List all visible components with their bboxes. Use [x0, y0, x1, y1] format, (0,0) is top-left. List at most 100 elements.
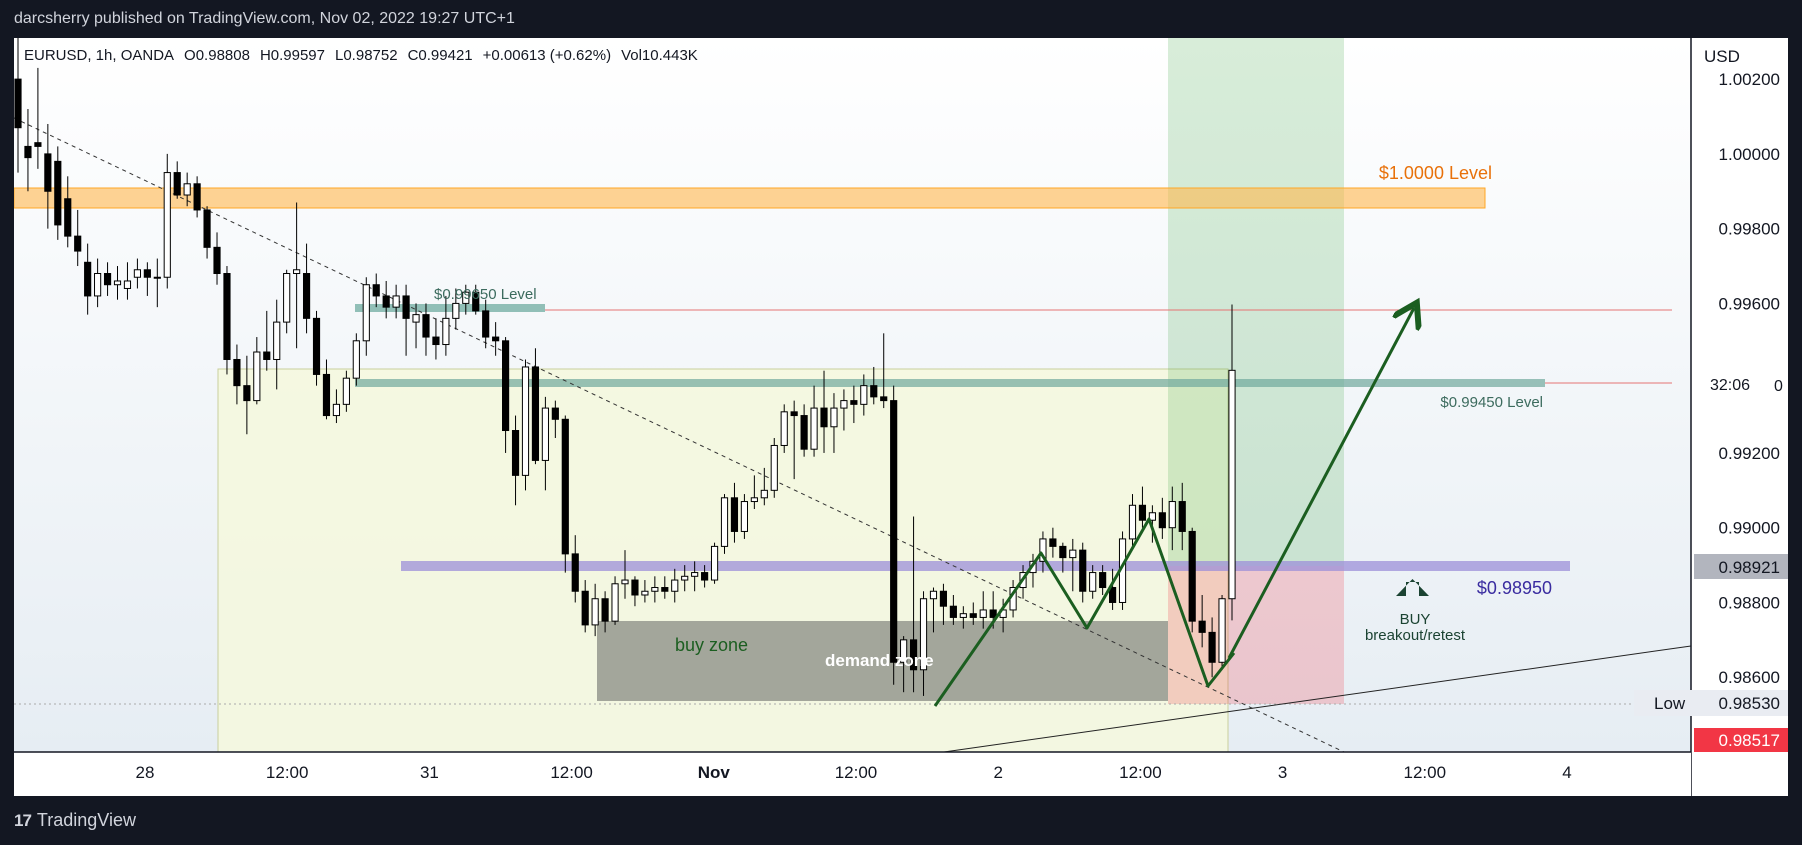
candle-down — [631, 579, 639, 596]
candle-down — [44, 153, 52, 192]
candle-down — [34, 142, 42, 147]
candle-up — [929, 590, 938, 600]
time-ticks: 28 12:00 31 12:00 Nov 12:00 2 12:00 3 12:00 4 — [136, 763, 1572, 782]
candle-down — [213, 246, 221, 275]
candle-down — [263, 351, 271, 360]
candle-down — [233, 358, 241, 387]
countdown-tag — [1694, 372, 1780, 396]
candle-up — [541, 407, 549, 461]
candle-down — [939, 590, 948, 607]
time-tick-label: 2 — [993, 763, 1002, 782]
candle-down — [1208, 631, 1216, 663]
time-axis[interactable] — [14, 752, 1691, 796]
publisher-text: darcsherry published on TradingView.com,… — [14, 10, 515, 27]
candle-down — [193, 183, 201, 211]
candle-up — [183, 183, 191, 196]
candle-up — [1089, 572, 1097, 592]
candle-up — [681, 575, 689, 581]
candle-up — [163, 172, 171, 278]
candlestick-chart[interactable]: $1.0000 Level $0.99650 Level $0.99450 Le… — [14, 38, 1788, 796]
level-4-label: $0.98950 — [1477, 578, 1552, 598]
candle-up — [153, 276, 161, 279]
candle-down — [989, 609, 997, 618]
candle-down — [551, 407, 559, 420]
candle-down — [880, 396, 888, 402]
candle-up — [273, 321, 281, 360]
candle-down — [511, 430, 520, 476]
low-tag-bg — [1634, 690, 1788, 716]
candle-up — [1218, 598, 1226, 663]
candle-up — [452, 302, 460, 319]
currency-label: USD — [1704, 47, 1740, 66]
time-tick-label: 12:00 — [550, 763, 593, 782]
candle-up — [830, 407, 838, 428]
candle-down — [1099, 572, 1107, 589]
candle-up — [253, 351, 261, 402]
profit-zone — [1168, 38, 1344, 566]
candle-up — [641, 590, 649, 596]
time-tick-label: 3 — [1278, 763, 1287, 782]
countdown-text: 32:06 — [1710, 377, 1750, 394]
candle-down — [661, 587, 669, 592]
candle-down — [302, 273, 311, 319]
candle-down — [800, 415, 808, 450]
candle-up — [133, 269, 141, 278]
candle-up — [392, 295, 400, 308]
candle-down — [581, 590, 589, 626]
low-label: Low — [1654, 694, 1686, 713]
candle-down — [790, 411, 798, 417]
candle-up — [591, 598, 599, 626]
candle-down — [64, 198, 72, 237]
candle-up — [621, 579, 629, 585]
projection-arrow — [1227, 308, 1414, 659]
candle-down — [730, 497, 739, 532]
candle-up — [750, 497, 758, 503]
candle-up — [710, 545, 719, 581]
candle-down — [850, 400, 858, 405]
current-price-tag — [1694, 728, 1788, 752]
tradingview-brand[interactable]: 17 TradingView — [14, 810, 136, 831]
downtrend-line — [14, 117, 1345, 753]
candle-up — [1168, 501, 1176, 529]
candle-down — [54, 160, 62, 226]
price-ticks: 1.00200 1.00000 0.99800 0.99600 0.99200 0.990… — [1719, 70, 1780, 687]
candle-up — [919, 598, 928, 671]
candle-down — [1178, 501, 1186, 532]
candle-up — [720, 497, 729, 547]
candle-down — [432, 336, 440, 346]
price-tick-label: 0.99600 — [1719, 294, 1780, 313]
candle-up — [123, 280, 132, 289]
candle-down — [74, 235, 82, 252]
buy-zone-label: buy zone — [675, 635, 748, 655]
time-tick-label: 4 — [1562, 763, 1571, 782]
candle-down — [870, 385, 878, 398]
level-3-band — [355, 379, 1545, 387]
footer-bar: 17 TradingView — [0, 796, 1802, 845]
candle-down — [1049, 538, 1057, 547]
candle-down — [1158, 512, 1166, 529]
level-1-label: $1.0000 Level — [1379, 163, 1492, 183]
candle-down — [322, 373, 331, 417]
candle-up — [1148, 512, 1156, 521]
candle-down — [1079, 549, 1087, 592]
candle-down — [1059, 545, 1067, 559]
time-tick-label: 31 — [420, 763, 439, 782]
buy-arrow-icon — [1396, 579, 1429, 596]
time-tick-label: Nov — [698, 763, 731, 782]
candle-up — [780, 411, 788, 446]
candle-up — [860, 385, 868, 405]
candle-down — [372, 284, 380, 297]
candle-down — [402, 295, 410, 319]
candle-down — [1188, 530, 1196, 622]
price-tick-label: 0.99000 — [1719, 519, 1780, 538]
candle-up — [770, 444, 778, 491]
candle-down — [482, 310, 490, 338]
candle-down — [243, 385, 251, 402]
chart-panel[interactable]: $1.0000 Level $0.99650 Level $0.99450 Le… — [14, 38, 1788, 796]
brand-name: TradingView — [36, 810, 136, 830]
candle-down — [203, 209, 211, 248]
low-value: 0.98530 — [1719, 694, 1780, 713]
candle-up — [283, 273, 291, 323]
level-2-label: $0.99650 Level — [434, 286, 537, 303]
price-tick-label: 1.00200 — [1719, 70, 1780, 89]
